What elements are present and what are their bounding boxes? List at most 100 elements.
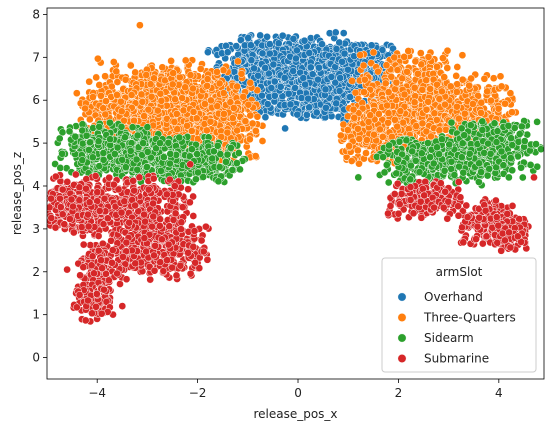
data-point <box>213 102 222 111</box>
data-point <box>376 125 384 134</box>
data-point <box>274 39 283 48</box>
data-point <box>258 137 267 145</box>
data-point <box>332 99 341 108</box>
data-point <box>433 62 441 71</box>
data-point <box>346 93 354 101</box>
data-point <box>301 80 310 89</box>
data-point <box>173 125 182 134</box>
data-point <box>356 51 365 59</box>
data-point <box>347 157 356 165</box>
data-point <box>256 31 265 40</box>
data-point <box>261 64 270 72</box>
data-point <box>86 115 94 124</box>
data-point <box>220 110 228 118</box>
data-point <box>343 126 352 134</box>
data-point <box>305 103 314 112</box>
data-point <box>186 71 195 79</box>
data-point <box>452 72 461 80</box>
data-point <box>335 38 344 47</box>
data-point <box>219 66 228 75</box>
data-point <box>175 133 184 142</box>
data-point <box>364 118 373 126</box>
data-point <box>113 143 122 152</box>
data-point <box>160 153 168 161</box>
data-point <box>349 105 358 114</box>
data-point <box>267 84 276 92</box>
data-point <box>169 69 178 77</box>
data-point <box>303 111 311 119</box>
data-point <box>391 116 399 124</box>
data-point <box>265 49 274 58</box>
data-point <box>480 74 489 83</box>
data-point <box>244 100 253 109</box>
data-point <box>359 61 368 70</box>
data-point <box>337 131 345 140</box>
data-point <box>113 78 122 86</box>
data-point <box>121 163 130 172</box>
data-point <box>384 88 393 97</box>
data-point <box>312 108 321 117</box>
data-point <box>167 57 175 65</box>
data-point <box>501 99 509 108</box>
data-point <box>97 91 105 100</box>
data-point <box>360 75 369 84</box>
data-point <box>131 68 140 77</box>
data-point <box>410 83 419 92</box>
data-point <box>146 80 155 89</box>
data-point <box>166 150 175 158</box>
data-point <box>157 167 165 175</box>
data-point <box>338 57 346 66</box>
data-point <box>366 111 375 120</box>
data-point <box>306 63 315 72</box>
data-point <box>136 21 144 30</box>
data-point <box>278 31 287 40</box>
data-point <box>465 81 474 90</box>
data-point <box>339 29 348 37</box>
data-point <box>453 63 462 71</box>
data-point <box>382 61 391 70</box>
data-point <box>161 76 169 85</box>
data-point <box>106 118 114 127</box>
data-point <box>424 97 433 106</box>
data-point <box>414 69 422 78</box>
data-point <box>289 67 298 75</box>
data-point <box>439 54 447 62</box>
data-point <box>233 159 241 167</box>
data-point <box>244 34 253 42</box>
data-point <box>246 111 255 120</box>
data-point <box>252 127 260 135</box>
data-point <box>263 32 271 41</box>
data-point <box>137 90 146 99</box>
data-point <box>140 112 148 120</box>
data-point <box>204 48 212 57</box>
data-point <box>293 110 302 119</box>
data-point <box>384 109 393 118</box>
data-point <box>132 155 141 164</box>
data-point <box>443 46 452 55</box>
data-point <box>422 76 431 85</box>
data-point <box>89 93 97 101</box>
data-point <box>216 150 225 158</box>
data-point <box>458 75 467 84</box>
data-point <box>171 95 179 104</box>
data-point <box>172 110 181 118</box>
data-point <box>289 34 298 43</box>
data-point <box>391 85 399 94</box>
data-point <box>147 92 156 101</box>
data-point <box>178 94 187 102</box>
data-point <box>378 132 387 141</box>
data-point <box>276 82 285 91</box>
data-point <box>86 138 94 147</box>
data-point <box>300 36 309 45</box>
data-point <box>270 91 279 100</box>
data-point <box>189 108 198 116</box>
data-point <box>497 82 506 91</box>
data-point <box>142 71 151 79</box>
data-point <box>92 73 101 82</box>
data-point <box>94 137 103 146</box>
data-point <box>355 135 364 143</box>
data-point <box>331 78 340 87</box>
data-point <box>314 75 322 84</box>
data-point <box>130 116 138 125</box>
data-point <box>144 105 153 114</box>
